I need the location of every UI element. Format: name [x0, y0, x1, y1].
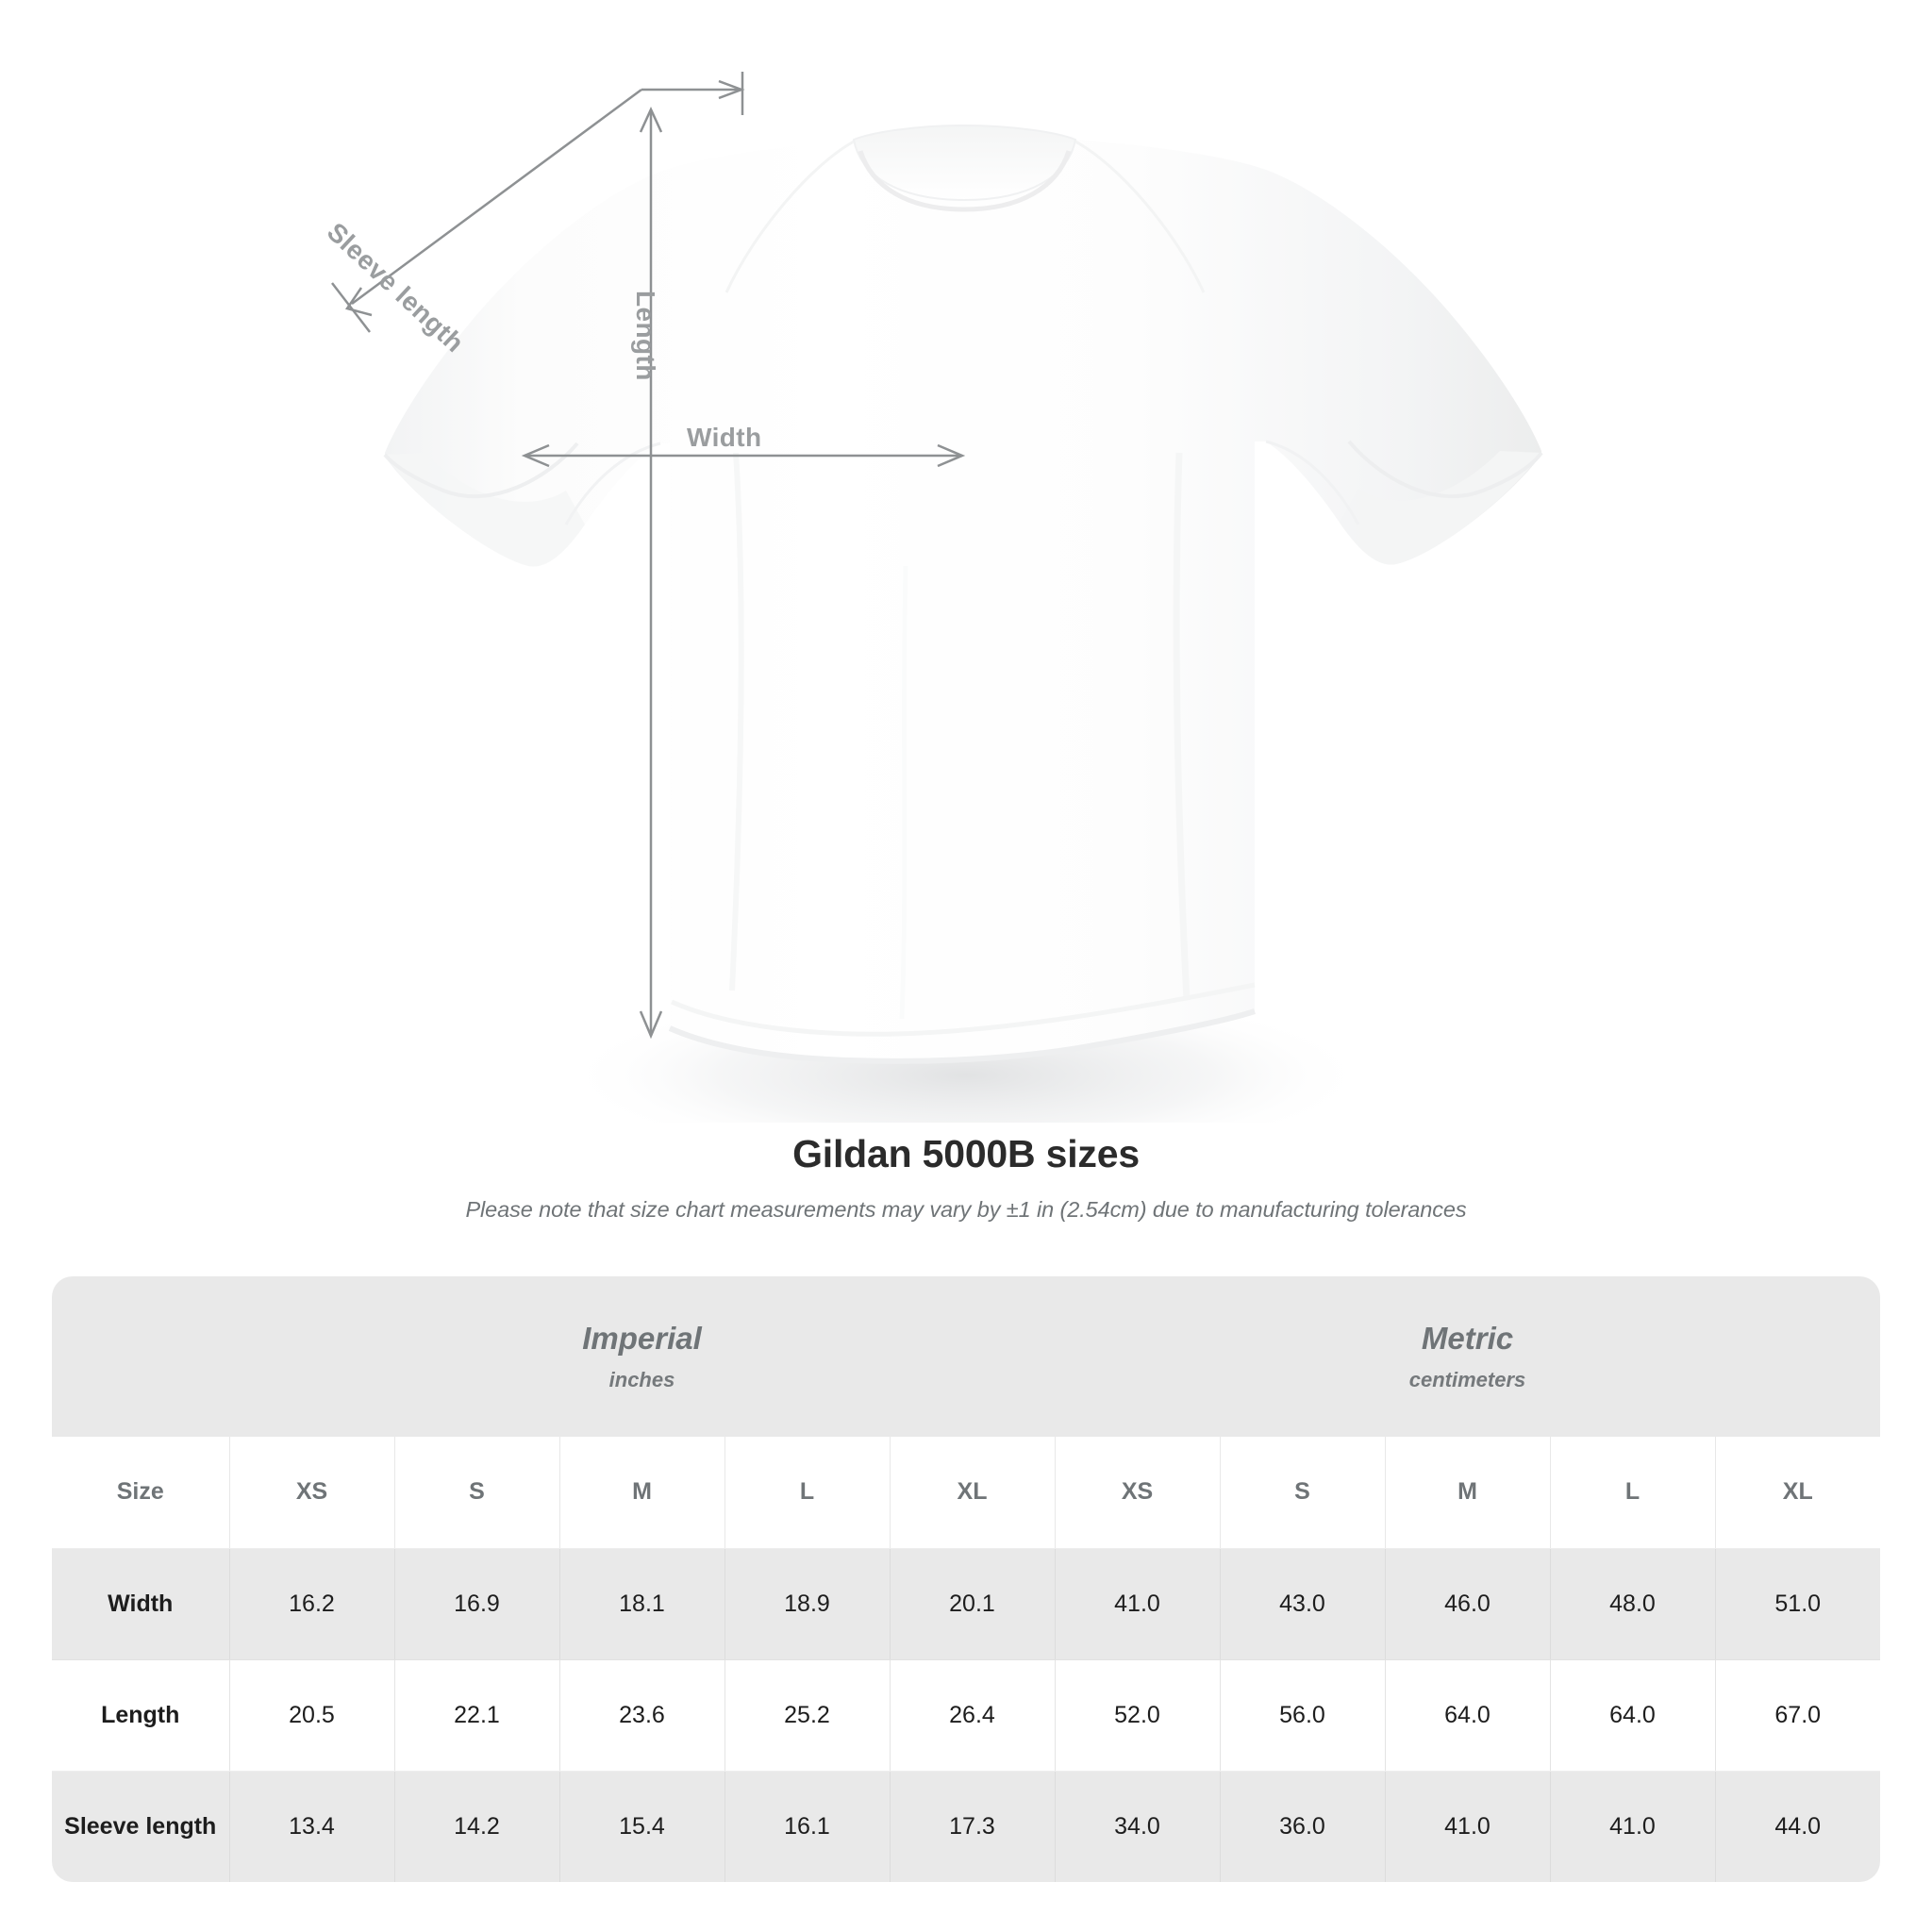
table-row: Width 16.2 16.9 18.1 18.9 20.1 41.0 43.0… — [52, 1548, 1880, 1660]
cell-length-imperial-xl: 26.4 — [890, 1659, 1056, 1772]
cell-sleeve-metric-m: 41.0 — [1385, 1771, 1551, 1882]
length-label: Length — [631, 291, 660, 381]
right-shoulder-seam — [1074, 140, 1206, 293]
right-sleeve-cuff — [1340, 451, 1541, 565]
column-header-metric-m: M — [1385, 1437, 1551, 1549]
cell-length-imperial-m: 23.6 — [559, 1659, 725, 1772]
cell-width-imperial-xl: 20.1 — [890, 1548, 1056, 1660]
shirt-collar — [852, 124, 1077, 202]
size-header-row: Size XS S M L XL XS S M L XL — [52, 1437, 1880, 1549]
cell-sleeve-imperial-s: 14.2 — [394, 1771, 560, 1882]
unit-header-row: Imperial inches Metric centimeters — [52, 1276, 1880, 1437]
width-dimension — [521, 443, 966, 468]
cell-length-metric-xs: 52.0 — [1055, 1659, 1221, 1772]
length-dimension — [639, 106, 663, 1040]
cell-width-metric-l: 48.0 — [1550, 1548, 1716, 1660]
cell-sleeve-imperial-xl: 17.3 — [890, 1771, 1056, 1882]
cell-width-metric-xl: 51.0 — [1715, 1548, 1880, 1660]
column-header-imperial-s: S — [394, 1437, 560, 1549]
column-header-imperial-xs: XS — [229, 1437, 395, 1549]
width-label: Width — [687, 423, 762, 452]
cell-width-metric-s: 43.0 — [1220, 1548, 1386, 1660]
tshirt-diagram: Sleeve length Length Width — [322, 72, 1543, 1123]
cell-length-metric-m: 64.0 — [1385, 1659, 1551, 1772]
right-sleeve-hem — [1347, 440, 1543, 499]
unit-group-metric-name: Metric — [1421, 1321, 1514, 1357]
left-armhole-seam — [564, 441, 661, 525]
left-shoulder-seam — [724, 140, 855, 293]
cell-length-metric-xl: 67.0 — [1715, 1659, 1880, 1772]
cell-sleeve-imperial-l: 16.1 — [724, 1771, 891, 1882]
unit-group-imperial-sub: inches — [608, 1367, 675, 1391]
title-block: Gildan 5000B sizes Please note that size… — [0, 1132, 1932, 1223]
cell-sleeve-metric-l: 41.0 — [1550, 1771, 1716, 1882]
row-label-width: Width — [52, 1548, 230, 1660]
tshirt-illustration — [331, 72, 1543, 1123]
bottom-hem — [668, 1008, 1256, 1064]
page-subtitle: Please note that size chart measurements… — [465, 1197, 1467, 1222]
hem-stitch — [670, 982, 1256, 1037]
cell-sleeve-metric-xs: 34.0 — [1055, 1771, 1221, 1882]
cell-width-imperial-l: 18.9 — [724, 1548, 891, 1660]
left-sleeve-cuff — [385, 453, 585, 567]
row-label-length: Length — [52, 1659, 230, 1772]
cell-width-imperial-xs: 16.2 — [229, 1548, 395, 1660]
cell-length-metric-l: 64.0 — [1550, 1659, 1716, 1772]
column-header-size: Size — [52, 1437, 230, 1549]
fold-2 — [1173, 452, 1191, 1001]
column-header-imperial-xl: XL — [890, 1437, 1056, 1549]
column-header-metric-s: S — [1220, 1437, 1386, 1549]
cell-sleeve-imperial-xs: 13.4 — [229, 1771, 395, 1882]
shirt-body — [385, 140, 1541, 1061]
cell-sleeve-metric-xl: 44.0 — [1715, 1771, 1880, 1882]
collar-ribbing — [858, 150, 1072, 212]
size-table-wrapper: Imperial inches Metric centimeters Size … — [52, 1276, 1880, 1882]
table-row: Sleeve length 13.4 14.2 15.4 16.1 17.3 3… — [52, 1771, 1880, 1882]
column-header-imperial-m: M — [559, 1437, 725, 1549]
column-header-metric-xl: XL — [1715, 1437, 1880, 1549]
size-table: Imperial inches Metric centimeters Size … — [52, 1276, 1880, 1882]
unit-group-imperial: Imperial inches — [229, 1276, 1055, 1437]
left-sleeve-hem — [383, 441, 579, 499]
cell-length-imperial-l: 25.2 — [724, 1659, 891, 1772]
cell-sleeve-metric-s: 36.0 — [1220, 1771, 1386, 1882]
right-armhole-seam — [1265, 440, 1360, 525]
column-header-metric-xs: XS — [1055, 1437, 1221, 1549]
column-header-metric-l: L — [1550, 1437, 1716, 1549]
unit-group-metric: Metric centimeters — [1055, 1276, 1880, 1437]
cell-width-metric-m: 46.0 — [1385, 1548, 1551, 1660]
page-title: Gildan 5000B sizes — [792, 1132, 1140, 1175]
unit-group-imperial-name: Imperial — [582, 1321, 702, 1357]
cell-length-metric-s: 56.0 — [1220, 1659, 1386, 1772]
fold-1 — [729, 452, 744, 991]
cell-width-metric-xs: 41.0 — [1055, 1548, 1221, 1660]
cell-length-imperial-xs: 20.5 — [229, 1659, 395, 1772]
unit-group-metric-sub: centimeters — [1408, 1367, 1526, 1391]
cell-width-imperial-m: 18.1 — [559, 1548, 725, 1660]
cell-width-imperial-s: 16.9 — [394, 1548, 560, 1660]
cell-sleeve-imperial-m: 15.4 — [559, 1771, 725, 1882]
unit-header-spacer — [52, 1276, 229, 1437]
column-header-imperial-l: L — [724, 1437, 891, 1549]
row-label-sleeve-length: Sleeve length — [52, 1771, 230, 1882]
table-row: Length 20.5 22.1 23.6 25.2 26.4 52.0 56.… — [52, 1659, 1880, 1772]
fold-3 — [899, 565, 908, 1020]
cell-length-imperial-s: 22.1 — [394, 1659, 560, 1772]
